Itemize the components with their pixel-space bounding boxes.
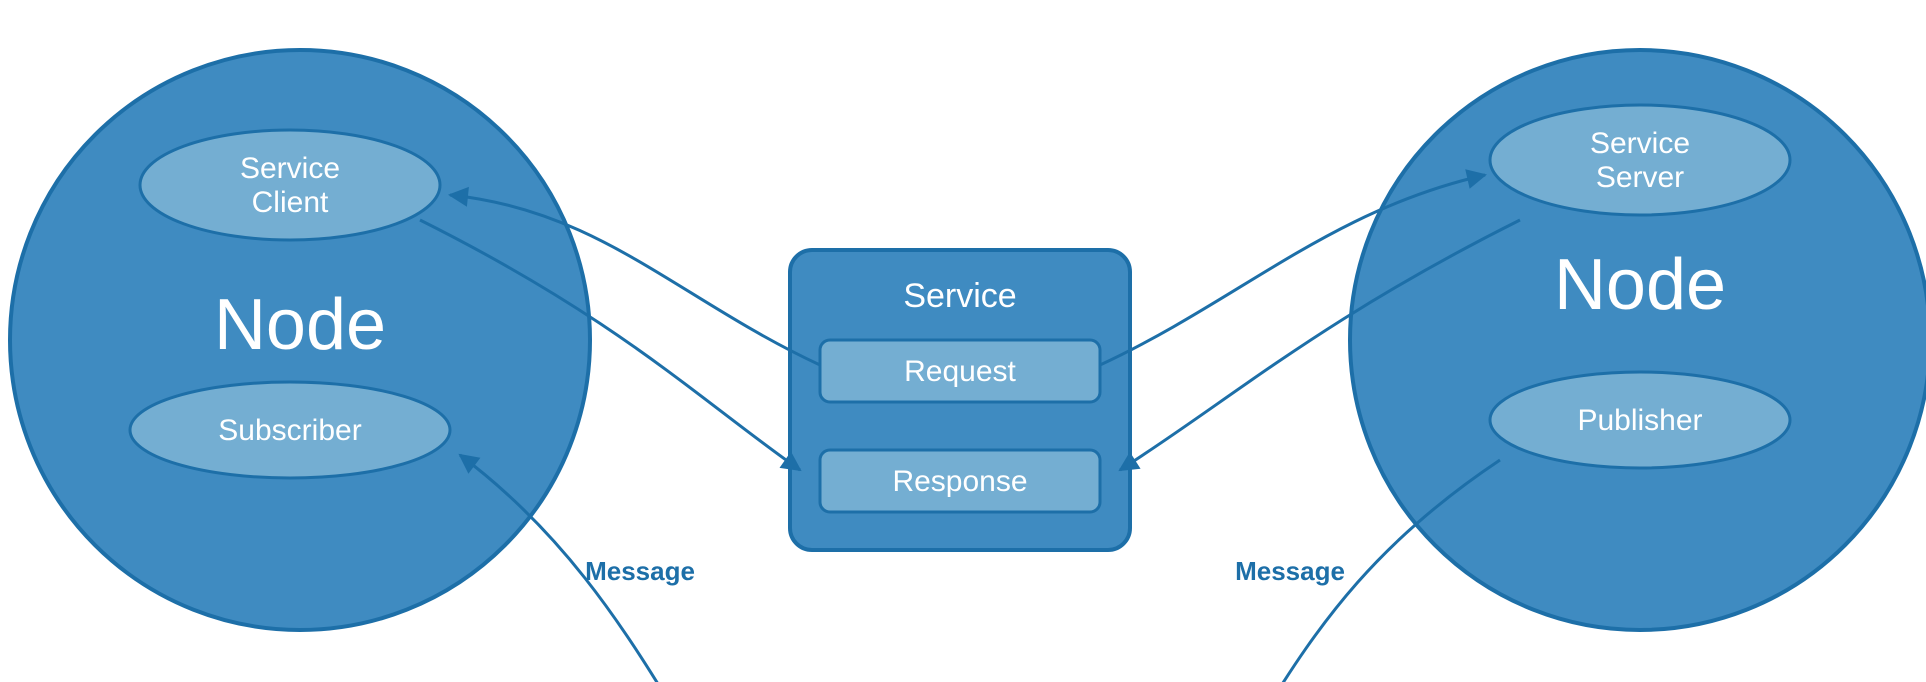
service-client-label-1: Service (240, 152, 340, 185)
publisher: Publisher (1490, 372, 1790, 468)
edge-label-message-right: Message (1235, 556, 1345, 586)
service-request: Request (820, 340, 1100, 402)
node-left-title: Node (214, 285, 386, 365)
service-server-label-2: Server (1596, 161, 1684, 194)
publisher-label: Publisher (1577, 404, 1702, 437)
service-client: Service Client (140, 130, 440, 240)
subscriber-label: Subscriber (218, 414, 361, 447)
edge-label-message-left: Message (585, 556, 695, 586)
service-request-label: Request (904, 355, 1016, 388)
service-server: Service Server (1490, 105, 1790, 215)
subscriber: Subscriber (130, 382, 450, 478)
service-box-title: Service (903, 277, 1016, 315)
ros-service-diagram: Node Service Client Subscriber Node Serv… (0, 0, 1926, 682)
node-right: Node Service Server Publisher (1350, 50, 1926, 630)
service-box: Service Request Response (790, 250, 1130, 550)
service-server-label-1: Service (1590, 127, 1690, 160)
service-response: Response (820, 450, 1100, 512)
node-left: Node Service Client Subscriber (10, 50, 590, 630)
service-response-label: Response (892, 465, 1027, 498)
node-right-title: Node (1554, 245, 1726, 325)
service-client-label-2: Client (252, 186, 329, 219)
